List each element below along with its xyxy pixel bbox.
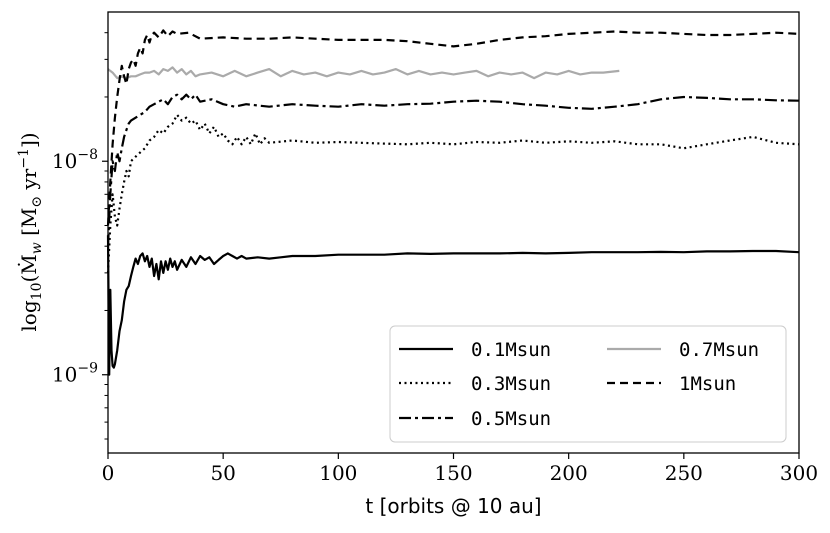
x-tick-label: 50 <box>210 461 235 485</box>
legend-label-0.3Msun: 0.3Msun <box>471 373 551 395</box>
series-line-0.5Msun <box>106 93 800 247</box>
legend-label-0.5Msun: 0.5Msun <box>471 408 551 430</box>
y-tick-label: 10−8 <box>52 147 98 173</box>
legend: 0.1Msun 0.3Msun 0.5Msun 0.7Msun 1Msun <box>389 325 787 443</box>
x-axis-label: t [orbits @ 10 au] <box>365 494 541 518</box>
series-line-0.7Msun <box>107 66 620 80</box>
y-tick-label: 10−9 <box>52 361 98 387</box>
axis-ticks <box>102 32 800 459</box>
series-layer <box>106 29 800 376</box>
y-tick-labels: 10−9 10−8 <box>52 147 98 387</box>
x-tick-label: 100 <box>319 461 357 485</box>
x-tick-label: 200 <box>550 461 588 485</box>
series-line-0.3Msun <box>106 113 800 273</box>
x-tick-label: 0 <box>102 461 115 485</box>
legend-entries: 0.1Msun 0.3Msun 0.5Msun 0.7Msun 1Msun <box>399 339 759 430</box>
x-tick-labels: 0 50 100 150 200 250 300 <box>102 461 818 485</box>
x-tick-label: 150 <box>434 461 472 485</box>
legend-label-0.7Msun: 0.7Msun <box>679 339 759 361</box>
series-line-0.1Msun <box>106 235 800 376</box>
legend-label-1Msun: 1Msun <box>679 373 736 395</box>
series-line-1Msun <box>106 29 800 226</box>
legend-label-0.1Msun: 0.1Msun <box>471 339 551 361</box>
legend-box <box>389 325 787 443</box>
y-axis-label: log10(Ṁw [M⊙ yr−1]) <box>16 132 45 331</box>
x-tick-label: 250 <box>665 461 703 485</box>
x-tick-label: 300 <box>780 461 818 485</box>
